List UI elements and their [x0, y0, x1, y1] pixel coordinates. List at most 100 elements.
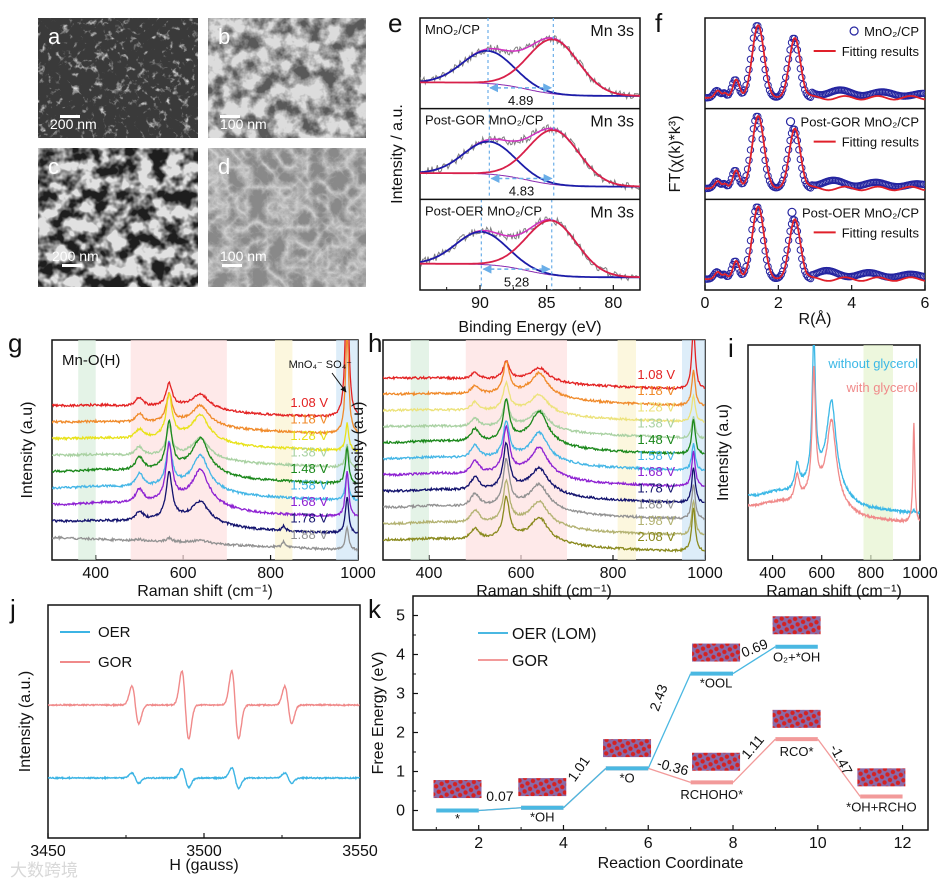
scale-bar-label: 100 nm [220, 248, 267, 264]
xps-peak2-fit [420, 129, 640, 188]
x-tick-label: 10 [809, 835, 827, 852]
x-tick-label: 2 [774, 295, 783, 312]
epr-spectrum-oer [48, 766, 360, 790]
x-tick-label: 6 [644, 835, 653, 852]
x-tick-label: 4 [847, 295, 856, 312]
state-label: *OOL [700, 676, 733, 691]
raman-plot [52, 340, 358, 560]
potential-label: 1.38 V [637, 416, 675, 431]
splitting-value: 4.89 [508, 93, 533, 108]
tem-texture [208, 148, 366, 287]
plot-frame [47, 604, 361, 839]
legend-label: GOR [98, 654, 132, 671]
panel-letter-j: j [9, 594, 16, 624]
fit-line [705, 24, 925, 101]
potential-label: 2.08 V [637, 529, 675, 544]
fit-line [705, 115, 925, 192]
data-point [777, 270, 785, 279]
region-label: Mn 3s [590, 204, 634, 221]
raman-spectrum [748, 365, 920, 524]
scale-bar-label: 200 nm [50, 116, 97, 132]
x-tick-label: 4 [559, 835, 568, 852]
highlight-band [78, 340, 96, 560]
exafs-plots [705, 22, 925, 283]
y-tick-label: 5 [396, 608, 405, 625]
legend-label: Fitting results [842, 135, 920, 150]
splitting-value: 4.83 [509, 184, 534, 199]
annotation-label: Mn-O(H) [62, 352, 120, 369]
raman-spectrum [52, 424, 358, 469]
step-energy-label: 1.11 [738, 731, 767, 762]
x-tick-label: 12 [894, 835, 912, 852]
legend-label: OER [98, 624, 131, 641]
state-label: * [455, 811, 460, 826]
raman-spectrum [52, 524, 358, 552]
raman-spectrum [383, 478, 705, 536]
catalyst-slab-icon [772, 709, 821, 728]
catalyst-slab-icon [857, 768, 906, 787]
x-tick-label: 3550 [342, 843, 378, 860]
potential-label: 1.18 V [637, 383, 675, 398]
state-label: *O [619, 770, 634, 785]
highlight-band [274, 340, 293, 560]
data-point [919, 180, 925, 189]
step-energy-label: -0.36 [655, 755, 690, 779]
energy-connector [817, 738, 861, 797]
potential-label: 1.28 V [637, 399, 675, 414]
raman-spectrum [383, 441, 705, 505]
x-axis-label: Raman shift (cm⁻¹) [137, 583, 273, 600]
catalyst-slab-icon [518, 778, 567, 797]
scale-bar-label: 100 nm [220, 116, 267, 132]
scale-bar [62, 264, 82, 267]
data-point [790, 216, 799, 224]
y-axis-label: FT(χ(k)*k³) [667, 116, 684, 193]
step-energy-label: 1.01 [564, 753, 593, 785]
raman-spectrum [52, 340, 358, 436]
panel-letter-d: d [218, 154, 231, 179]
legend-label: GOR [512, 653, 548, 670]
panel-letter-c: c [48, 154, 59, 179]
xps-peak2-fit [420, 219, 640, 279]
x-tick-label: 1000 [902, 565, 938, 582]
step-energy-label: 2.43 [646, 682, 670, 713]
raman-spectrum [52, 340, 358, 419]
potential-label: 1.48 V [637, 432, 675, 447]
panel-letter-h: h [368, 328, 382, 358]
region-label: Mn 3s [590, 114, 634, 131]
scale-bar [222, 264, 242, 267]
y-tick-label: 2 [396, 725, 405, 742]
x-axis-label: H (gauss) [169, 857, 238, 874]
raman-spectrum [383, 340, 705, 391]
data-point [777, 89, 785, 97]
y-tick-label: 4 [396, 647, 405, 664]
sample-label: Post-OER MnO₂/CP [425, 203, 542, 218]
y-tick-label: 1 [396, 764, 405, 781]
potential-label: 1.88 V [637, 497, 675, 512]
panel-letter-a: a [48, 24, 61, 49]
y-axis-label: Intensity (a.u) [350, 402, 367, 499]
catalyst-slab-icon [433, 780, 482, 799]
x-tick-label: 90 [471, 295, 489, 312]
tem-texture [208, 18, 366, 138]
x-tick-label: 2 [474, 835, 483, 852]
y-tick-label: 0 [396, 803, 405, 820]
raman-spectrum [52, 418, 358, 486]
step-energy-label: 0.07 [486, 788, 513, 804]
potential-label: 1.08 V [637, 367, 675, 382]
x-axis-label: Binding Energy (eV) [458, 319, 601, 336]
xps-peak1-fit [420, 140, 640, 188]
legend-marker-circle [785, 117, 796, 127]
data-point [790, 125, 799, 133]
x-tick-label: 400 [759, 565, 786, 582]
potential-label: 1.68 V [290, 494, 328, 509]
raman-spectrum [52, 392, 358, 453]
catalyst-slab-icon [692, 643, 741, 662]
legend-marker-circle [849, 26, 859, 36]
scale-bar [220, 115, 240, 118]
x-tick-label: 3450 [30, 843, 66, 860]
splitting-value: 5.28 [504, 274, 529, 289]
raman-spectrum [52, 440, 358, 502]
x-tick-label: 1000 [340, 565, 376, 582]
x-tick-label: 85 [538, 295, 556, 312]
potential-label: 1.28 V [290, 428, 328, 443]
